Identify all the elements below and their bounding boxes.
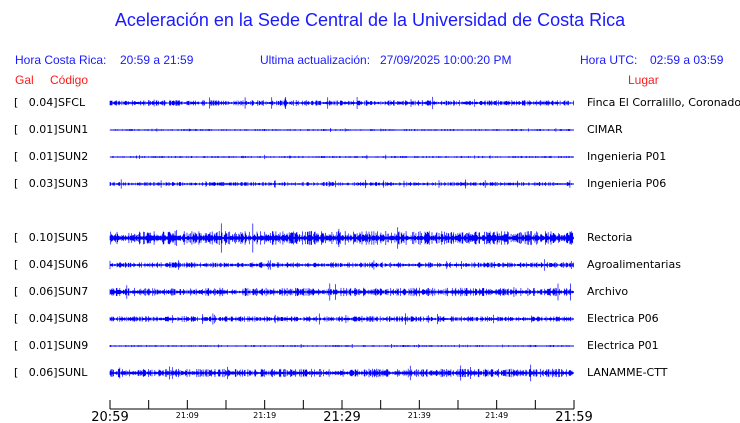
trace-SUN6 [109, 259, 574, 271]
station-gal: [ 0.01] [14, 150, 58, 163]
station-gal: [ 0.03] [14, 177, 58, 190]
station-code: SUNL [58, 366, 88, 379]
hora-cr-value: 20:59 a 21:59 [120, 53, 194, 67]
update-value: 27/09/2025 10:00:20 PM [380, 53, 512, 67]
trace-SUNL [109, 364, 574, 382]
x-tick-label: 21:19 [253, 411, 276, 420]
station-place: Ingenieria P01 [587, 150, 667, 163]
station-code: SFCL [58, 96, 86, 109]
page-title: Aceleración en la Sede Central de la Uni… [114, 10, 626, 30]
station-code: SUN7 [58, 285, 89, 298]
station-gal: [ 0.04] [14, 258, 58, 271]
hora-cr-label: Hora Costa Rica: [15, 53, 107, 67]
station-place: Ingenieria P06 [587, 177, 667, 190]
col-gal: Gal [15, 73, 34, 87]
station-code: SUN8 [58, 312, 89, 325]
station-place: Agroalimentarias [587, 258, 681, 271]
trace-SUN5 [109, 223, 574, 253]
trace-SUN7 [109, 283, 574, 301]
station-place: Rectoria [587, 231, 633, 244]
trace-SFCL [109, 96, 574, 110]
station-gal: [ 0.01] [14, 339, 58, 352]
x-tick-label: 21:49 [485, 411, 508, 420]
x-tick-label: 21:39 [408, 411, 431, 420]
station-gal: [ 0.06] [14, 285, 58, 298]
station-code: SUN3 [58, 177, 89, 190]
station-place: Electrica P01 [587, 339, 659, 352]
station-place: LANAMME-CTT [587, 366, 668, 379]
station-place: CIMAR [587, 123, 623, 136]
hora-utc-value: 02:59 a 03:59 [650, 53, 724, 67]
col-codigo: Código [50, 73, 89, 87]
station-place: Archivo [587, 285, 629, 298]
trace-SUN2 [109, 154, 574, 160]
update-label: Ultima actualización: [260, 53, 371, 67]
station-gal: [ 0.04] [14, 312, 58, 325]
station-gal: [ 0.04] [14, 96, 58, 109]
station-gal: [ 0.01] [14, 123, 58, 136]
x-tick-label: 21:29 [323, 410, 360, 423]
station-gal: [ 0.10] [14, 231, 58, 244]
station-place: Electrica P06 [587, 312, 659, 325]
station-gal: [ 0.06] [14, 366, 58, 379]
station-code: SUN9 [58, 339, 89, 352]
trace-SUN3 [109, 179, 574, 189]
x-tick-label: 21:09 [176, 411, 199, 420]
x-tick-label: 21:59 [555, 410, 592, 423]
station-code: SUN6 [58, 258, 89, 271]
trace-SUN1 [109, 128, 574, 132]
trace-SUN8 [109, 313, 574, 325]
trace-SUN9 [109, 344, 574, 348]
station-code: SUN5 [58, 231, 89, 244]
col-lugar: Lugar [628, 73, 659, 87]
x-tick-label: 20:59 [91, 410, 128, 423]
station-code: SUN1 [58, 123, 89, 136]
station-code: SUN2 [58, 150, 89, 163]
station-place: Finca El Corralillo, Coronado [587, 96, 740, 109]
hora-utc-label: Hora UTC: [580, 53, 638, 67]
